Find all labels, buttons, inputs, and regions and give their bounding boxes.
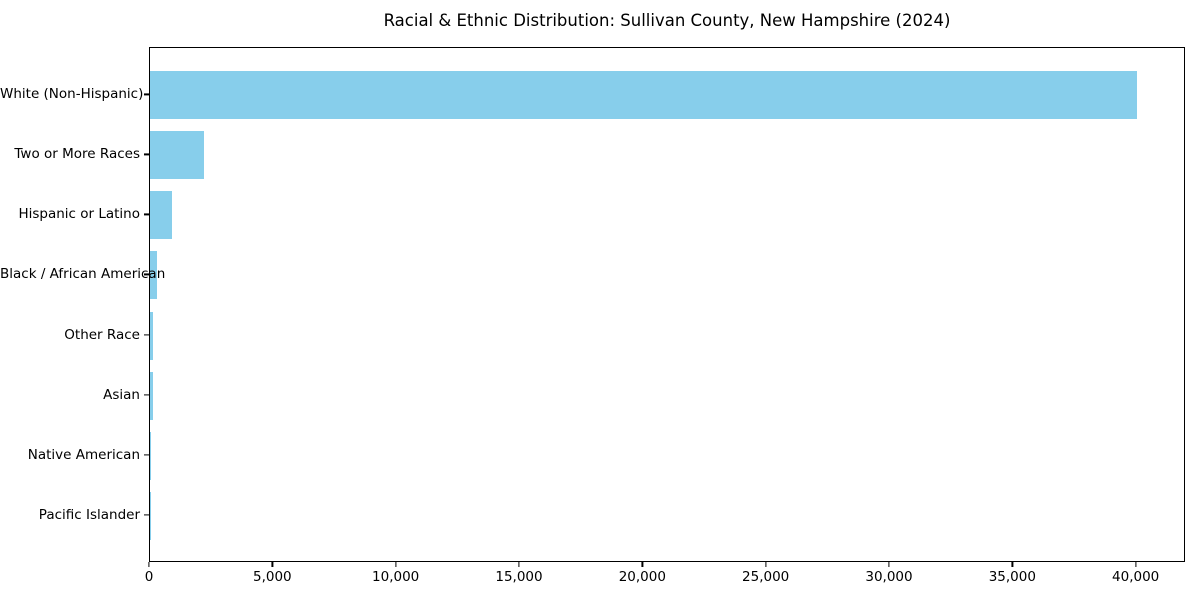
bar bbox=[150, 311, 154, 360]
bar bbox=[150, 431, 151, 480]
y-tick-mark bbox=[144, 273, 149, 276]
bar bbox=[150, 191, 173, 240]
bar bbox=[150, 131, 205, 180]
x-tick-label: 0 bbox=[144, 569, 154, 585]
x-tick-mark bbox=[271, 562, 273, 567]
x-tick-label: 5,000 bbox=[253, 569, 292, 585]
x-tick-label: 40,000 bbox=[1112, 569, 1160, 585]
x-tick-mark bbox=[518, 562, 520, 567]
x-tick-label: 15,000 bbox=[495, 569, 543, 585]
y-tick-mark bbox=[144, 93, 149, 95]
x-tick-mark bbox=[148, 562, 150, 567]
y-tick-label: Other Race bbox=[64, 326, 140, 343]
y-tick-mark bbox=[144, 213, 149, 216]
y-tick-label: Native American bbox=[27, 446, 140, 463]
y-tick-label: White (Non-Hispanic) bbox=[0, 86, 144, 103]
x-tick-mark bbox=[888, 562, 890, 567]
y-tick-label: Asian bbox=[103, 386, 140, 403]
y-tick-label: Pacific Islander bbox=[38, 506, 140, 523]
x-tick-label: 25,000 bbox=[742, 569, 790, 585]
y-tick-mark bbox=[144, 333, 149, 336]
x-tick-label: 35,000 bbox=[988, 569, 1036, 585]
y-tick-label: Hispanic or Latino bbox=[18, 206, 140, 223]
chart-title: Racial & Ethnic Distribution: Sullivan C… bbox=[383, 11, 951, 30]
y-tick-mark bbox=[144, 393, 149, 396]
bar bbox=[150, 371, 153, 420]
y-tick-mark bbox=[144, 153, 149, 156]
x-tick-mark bbox=[765, 562, 767, 567]
x-tick-mark bbox=[1011, 562, 1013, 567]
y-tick-label: Two or More Races bbox=[14, 146, 140, 163]
x-tick-label: 20,000 bbox=[618, 569, 666, 585]
x-tick-mark bbox=[395, 562, 397, 567]
y-tick-mark bbox=[144, 513, 149, 516]
bar bbox=[150, 71, 1137, 120]
x-tick-label: 10,000 bbox=[372, 569, 420, 585]
plot-area bbox=[149, 47, 1185, 562]
bar bbox=[150, 251, 157, 300]
x-tick-mark bbox=[641, 562, 643, 567]
y-tick-label: Black / African American bbox=[0, 266, 166, 283]
x-tick-label: 30,000 bbox=[865, 569, 913, 585]
x-tick-mark bbox=[1135, 562, 1137, 567]
y-tick-mark bbox=[144, 453, 149, 456]
